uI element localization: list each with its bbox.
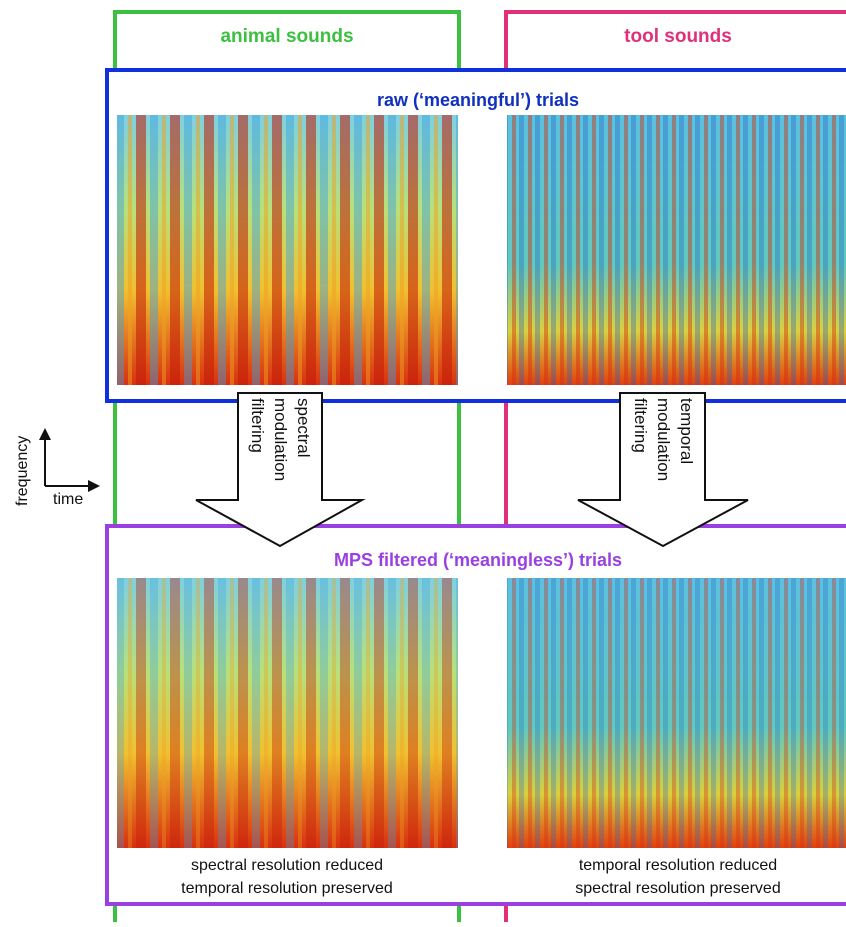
row-label: raw (‘meaningful’) trials [377,90,579,110]
row-label: MPS filtered (‘meaningless’) trials [334,550,622,570]
spectrogram-stripes [507,115,846,385]
axis-label: time [53,491,83,508]
arrow-label: filtering [248,398,267,453]
spectrogram [507,578,846,848]
tool-column-frame [504,10,846,927]
caption: temporal resolution reduced [579,857,777,874]
axis-arrowhead [88,480,100,492]
caption: spectral resolution preserved [575,880,780,897]
animal-column-frame [113,10,461,927]
arrow-label: filtering [631,398,650,453]
spectrogram-stripes [117,115,458,385]
arrow-label: modulation [654,398,673,481]
spectrogram [117,578,458,848]
arrow-label: spectral [294,398,313,458]
arrow-label: modulation [271,398,290,481]
column-label: tool sounds [624,26,732,47]
spectrogram-stripes [117,578,458,848]
spectrogram-stripes [507,578,846,848]
spectrogram [117,115,458,385]
caption: spectral resolution reduced [191,857,383,874]
axis-label: frequency [14,436,31,506]
axis-arrowhead [39,428,51,440]
column-label: animal sounds [220,26,353,47]
block-arrow [195,392,366,548]
caption: temporal resolution preserved [181,880,393,897]
block-arrow [577,392,749,548]
arrow-label: temporal [677,398,696,464]
spectrogram [507,115,846,385]
